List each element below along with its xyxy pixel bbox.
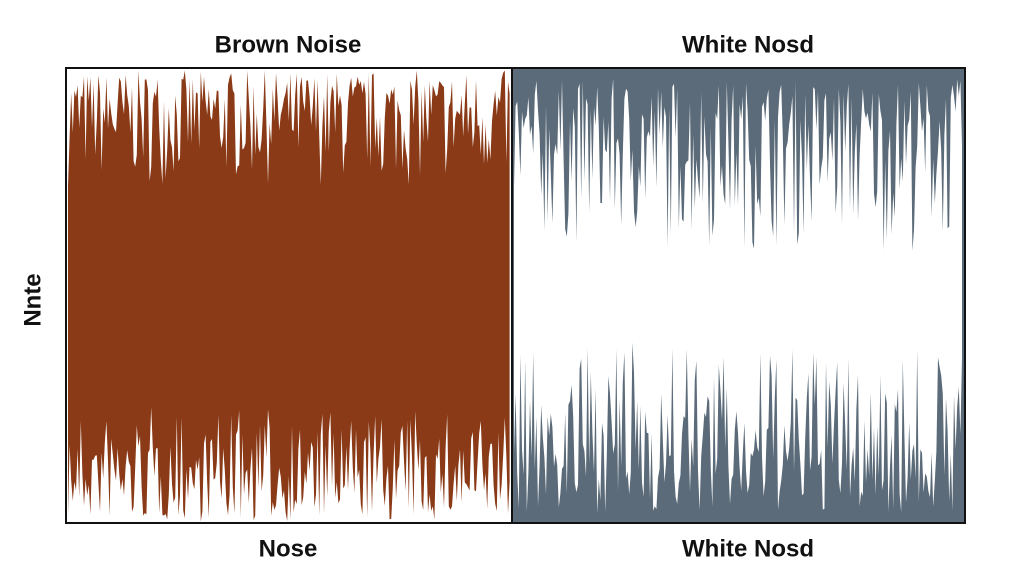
brown-waveform <box>68 70 510 522</box>
white-waveform <box>514 78 962 514</box>
white-noise-frame <box>511 67 966 524</box>
panel-caption: Nose <box>259 535 318 562</box>
panel-title: White Nosd <box>682 31 814 58</box>
y-label: Nnte <box>19 273 46 326</box>
waveforms <box>68 70 962 522</box>
panel-title: Brown Noise <box>215 31 362 58</box>
panel-caption: White Nosd <box>682 535 814 562</box>
